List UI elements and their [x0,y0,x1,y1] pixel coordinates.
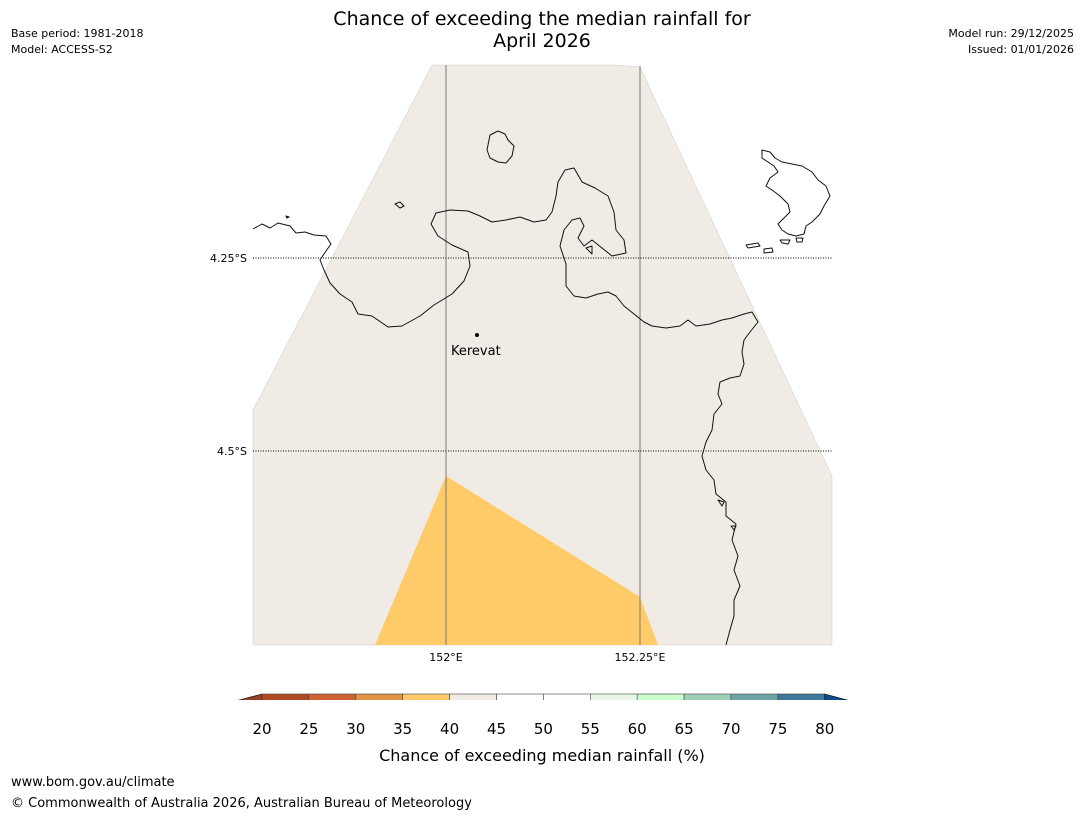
colorbar-extend-high [824,693,849,700]
colorbar-tick-65: 65 [674,720,694,738]
colorbar-extend-low [238,693,263,700]
colorbar-swatch-40 [449,693,497,700]
coast-islet-3 [745,242,761,249]
model-info: Base period: 1981-2018 Model: ACCESS-S2 [11,26,143,58]
coast-islet-7 [585,245,593,255]
colorbar-tick-60: 60 [627,720,647,738]
coast-islet-1 [394,201,405,209]
lat-label-4-25s: 4.25°S [210,252,247,265]
colorbar-label: Chance of exceeding median rainfall (%) [379,746,705,765]
colorbar-tick-80: 80 [815,720,835,738]
colorbar-tick-70: 70 [721,720,741,738]
colorbar [238,693,849,700]
colorbar-tick-20: 20 [252,720,272,738]
coast-islet-2 [285,215,290,219]
coast-islet-8 [717,499,725,507]
footer-copyright: © Commonwealth of Australia 2026, Austra… [11,796,472,811]
coast-islet-5 [779,239,791,245]
run-info: Model run: 29/12/2025 Issued: 01/01/2026 [948,26,1074,58]
colorbar-tick-40: 40 [440,720,460,738]
title-line-2: April 2026 [493,30,591,52]
coastlines [252,130,831,646]
colorbar-tick-50: 50 [533,720,553,738]
graticule [253,65,832,645]
colorbar-swatch-75 [777,693,826,700]
colorbar-swatch-25 [308,693,357,700]
colorbar-tick-55: 55 [580,720,600,738]
map-title: Chance of exceeding the median rainfall … [242,8,842,52]
colorbar-tick-35: 35 [393,720,413,738]
lat-label-4-5s: 4.5°S [217,445,247,458]
coast-islet-9 [730,525,737,531]
model-run-date: Model run: 29/12/2025 [948,27,1074,40]
colorbar-tick-30: 30 [346,720,366,738]
colorbar-tick-75: 75 [768,720,788,738]
lon-label-152e: 152°E [429,651,462,664]
colorbar-swatch-65 [683,693,732,700]
town-label: Kerevat [451,344,501,359]
coast-duke-of-york [761,149,831,237]
lon-label-152-25e: 152.25°E [615,651,666,664]
town-marker [475,333,479,337]
colorbar-tick-25: 25 [299,720,319,738]
colorbar-swatch-70 [730,693,779,700]
colorbar-swatch-20 [261,693,310,700]
colorbar-swatch-55 [589,693,638,700]
issued-date: Issued: 01/01/2026 [967,43,1074,56]
model-name: Model: ACCESS-S2 [11,43,113,56]
colorbar-swatch-45 [496,693,544,700]
colorbar-swatch-30 [355,693,403,700]
colorbar-tick-45: 45 [486,720,507,738]
base-period: Base period: 1981-2018 [11,27,144,40]
colorbar-swatch-35 [402,693,450,700]
coast-islet-6 [795,237,804,243]
coast-gazelle-peninsula [252,167,759,646]
title-line-1: Chance of exceeding the median rainfall … [333,8,751,30]
forecast-map: Kerevat 4.25°S 4.5°S 152°E 152.25°E [210,64,849,700]
map-domain [252,64,833,646]
footer-url: www.bom.gov.au/climate [11,775,175,790]
coast-island-north [486,130,515,164]
colorbar-swatch-60 [636,693,685,700]
coast-islet-4 [763,247,774,254]
colorbar-swatch-50 [543,693,591,700]
